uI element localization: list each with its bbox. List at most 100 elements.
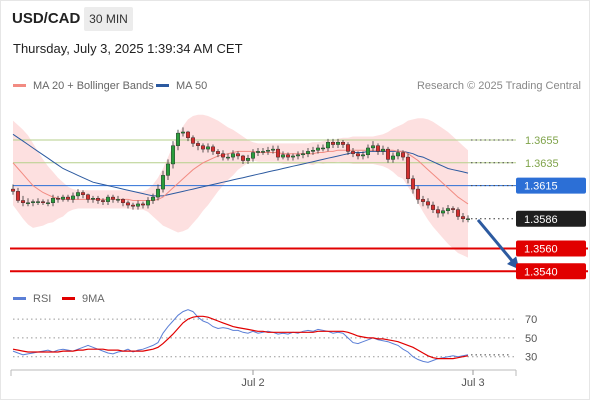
level-label-1-3560: 1.3560 bbox=[524, 243, 558, 255]
chart-header: USD/CAD 30 MIN bbox=[0, 0, 590, 36]
candle-body bbox=[85, 194, 90, 200]
candle-body bbox=[436, 209, 441, 214]
candle-body bbox=[456, 209, 461, 217]
candle-body bbox=[356, 153, 361, 157]
candle-body bbox=[301, 153, 306, 156]
candle-body bbox=[105, 196, 110, 202]
candle-body bbox=[145, 200, 150, 206]
candle-body bbox=[135, 203, 140, 207]
level-label-1-3635: 1.3635 bbox=[525, 158, 559, 170]
candle-body bbox=[75, 192, 80, 197]
candle-body bbox=[210, 146, 215, 152]
candle-body bbox=[200, 145, 205, 150]
copyright-label: Research © 2025 Trading Central bbox=[416, 80, 581, 92]
candle-body bbox=[125, 202, 130, 206]
time-axis: Jul 2 Jul 3 bbox=[10, 369, 517, 389]
candle-body bbox=[220, 153, 225, 158]
candle-body bbox=[321, 147, 326, 150]
candle-body bbox=[70, 195, 75, 200]
rsi-line bbox=[12, 309, 469, 363]
forecast-arrow bbox=[476, 218, 520, 270]
candle-body bbox=[110, 196, 115, 200]
candle-body bbox=[316, 147, 321, 151]
rsi-tick-label-50: 50 bbox=[525, 333, 537, 345]
candle-body bbox=[466, 218, 471, 220]
candle-body bbox=[431, 204, 436, 210]
level-labels: 1.3655 1.3635 1.3615 1.3586 1.3560 1.3540 bbox=[516, 135, 586, 280]
candle-body bbox=[296, 154, 301, 157]
symbol-title: USD/CAD bbox=[12, 10, 81, 27]
candle-body bbox=[205, 146, 210, 150]
candle-body bbox=[41, 201, 46, 203]
candle-body bbox=[336, 142, 341, 145]
candle-body bbox=[170, 145, 175, 165]
level-badge-1-3615 bbox=[516, 177, 586, 194]
rsi-tick-label-70: 70 bbox=[525, 314, 537, 326]
candle-body bbox=[155, 188, 160, 198]
rsi-tick-label-30: 30 bbox=[525, 352, 537, 364]
candle-body bbox=[16, 191, 21, 201]
candle-body bbox=[441, 210, 446, 214]
candle-body bbox=[61, 196, 66, 200]
candle-body bbox=[331, 142, 336, 145]
candle-body bbox=[36, 201, 41, 203]
rsi-swatch-icon bbox=[13, 296, 26, 300]
ma50-line bbox=[12, 133, 469, 197]
candle-body bbox=[100, 200, 105, 202]
price-levels bbox=[10, 139, 588, 273]
candle-body bbox=[185, 131, 190, 138]
candle-body bbox=[421, 199, 426, 202]
candle-body bbox=[341, 142, 346, 145]
candle-body bbox=[391, 155, 396, 160]
candle-body bbox=[366, 147, 371, 156]
legend-rsi-label: RSI bbox=[33, 293, 52, 305]
candle-body bbox=[276, 148, 281, 158]
candle-body bbox=[306, 151, 311, 154]
candle-body bbox=[240, 155, 245, 161]
rsi-panel: 30 50 70 bbox=[12, 309, 537, 364]
rsi-ma9-line bbox=[12, 315, 469, 360]
candle-body bbox=[381, 148, 386, 152]
candle-body bbox=[256, 151, 261, 153]
legend-rsi: RSI bbox=[13, 293, 51, 305]
level-badge-1-3540 bbox=[516, 263, 586, 280]
candle-body bbox=[371, 145, 376, 149]
time-tick-label: Jul 3 bbox=[461, 377, 484, 389]
candle-body bbox=[446, 208, 451, 211]
candle-body bbox=[396, 152, 401, 157]
level-badge-1-3586 bbox=[516, 210, 586, 227]
candle-body bbox=[215, 151, 220, 154]
candle-body bbox=[235, 153, 240, 157]
candle-body bbox=[361, 154, 366, 157]
candle-body bbox=[386, 148, 391, 160]
candle-body bbox=[230, 153, 235, 158]
candle-body bbox=[120, 199, 125, 203]
candle-body bbox=[250, 152, 255, 159]
ma20-swatch-icon bbox=[13, 83, 26, 87]
candle-body bbox=[31, 201, 36, 203]
legend-ma20-label: MA 20 + Bollinger Bands bbox=[33, 80, 154, 92]
candle-body bbox=[26, 202, 31, 204]
candle-body bbox=[286, 154, 291, 158]
level-label-1-3586: 1.3586 bbox=[524, 214, 558, 226]
time-tick-label: Jul 2 bbox=[241, 377, 264, 389]
legend-ma50: MA 50 bbox=[156, 80, 207, 92]
timeframe-button[interactable]: 30 MIN bbox=[84, 7, 133, 31]
candle-body bbox=[21, 200, 26, 203]
candle-body bbox=[80, 192, 85, 195]
level-label-1-3615: 1.3615 bbox=[524, 181, 558, 193]
candle-body bbox=[165, 163, 170, 176]
candle-body bbox=[150, 196, 155, 201]
level-badge-1-3560 bbox=[516, 240, 586, 257]
ma50-swatch-icon bbox=[156, 83, 169, 87]
candle-body bbox=[90, 198, 95, 200]
candle-body bbox=[401, 152, 406, 158]
datetime-label: Thursday, July 3, 2025 1:39:34 AM CET bbox=[13, 41, 243, 56]
candle-body bbox=[351, 151, 356, 154]
candle-body bbox=[115, 199, 120, 201]
candles bbox=[10, 127, 471, 223]
candle-body bbox=[451, 208, 456, 210]
candle-body bbox=[461, 216, 466, 219]
9ma-swatch-icon bbox=[62, 296, 75, 300]
